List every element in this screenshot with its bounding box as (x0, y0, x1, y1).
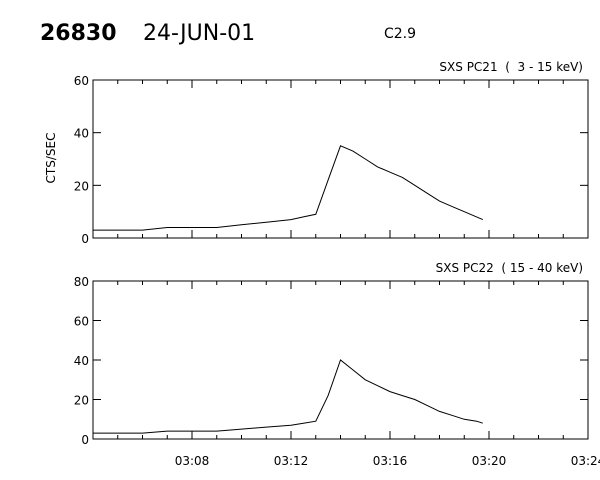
x-tick-label: 03:08 (175, 454, 210, 468)
y-tick-label: 0 (81, 433, 89, 447)
y-tick-label: 40 (74, 127, 89, 141)
top-panel-title: SXS PC21 ( 3 - 15 keV) (439, 60, 583, 74)
x-tick-label: 03:24 (571, 454, 600, 468)
count-rate-line (93, 359, 483, 434)
top-y-axis-title: CTS/SEC (44, 133, 58, 184)
x-tick-label: 03:12 (274, 454, 309, 468)
x-tick-label: 03:20 (472, 454, 507, 468)
y-tick-label: 0 (81, 232, 89, 246)
bottom-panel-title: SXS PC22 ( 15 - 40 keV) (436, 261, 583, 275)
flare-class: C2.9 (384, 26, 416, 42)
event-id: 26830 (40, 21, 117, 46)
x-tick-label: 03:16 (373, 454, 408, 468)
top-panel-plot: 0 20 40 60 (74, 74, 589, 246)
y-tick-label: 40 (74, 354, 89, 368)
y-tick-label: 80 (74, 275, 89, 289)
count-rate-line (93, 145, 483, 231)
y-tick-label: 60 (74, 74, 89, 88)
y-tick-label: 20 (74, 179, 89, 193)
y-tick-label: 60 (74, 315, 89, 329)
bottom-panel-plot: 0 20 40 60 80 03:08 03:12 03:16 03:20 03:24 (74, 275, 600, 468)
observation-date: 24-JUN-01 (143, 21, 255, 46)
y-tick-label: 20 (74, 394, 89, 408)
plot-frame (92, 79, 589, 239)
